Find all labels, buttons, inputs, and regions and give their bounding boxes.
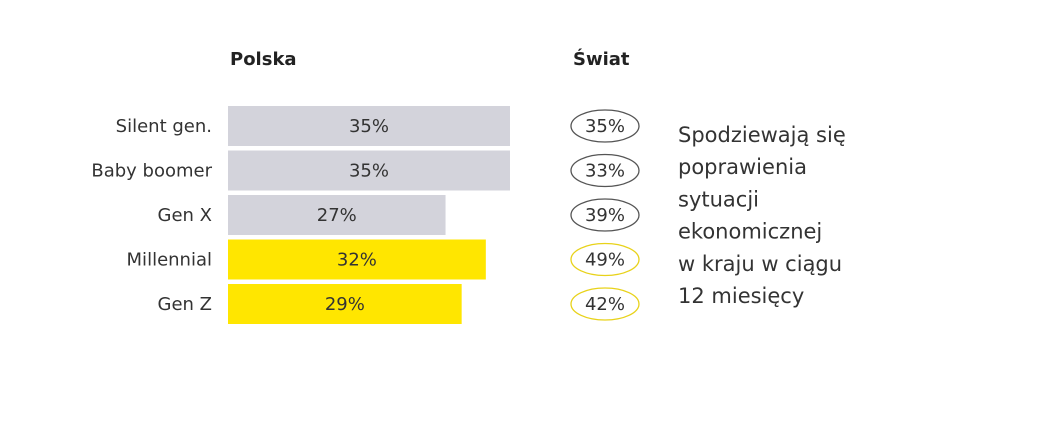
value-label: 27% (317, 205, 357, 226)
annotation-line: sytuacji (678, 187, 759, 211)
annotation-line: poprawienia (678, 155, 807, 179)
category-label: Millennial (127, 250, 212, 271)
world-ellipse (570, 287, 640, 321)
annotation-line: w kraju w ciągu (678, 252, 842, 276)
bar (228, 106, 510, 146)
value-label: 35% (349, 116, 389, 137)
world-value: 33% (585, 161, 625, 182)
annotation-line: ekonomicznej (678, 220, 822, 244)
category-label: Gen Z (158, 294, 212, 315)
value-label: 32% (337, 250, 377, 271)
category-label: Baby boomer (91, 161, 212, 182)
world-ellipse (570, 198, 640, 232)
world-value: 35% (585, 116, 625, 137)
value-label: 29% (325, 294, 365, 315)
world-value: 42% (585, 294, 625, 315)
chart-title: Polska (230, 49, 297, 70)
annotation-line: 12 miesięcy (678, 284, 804, 308)
world-value: 39% (585, 205, 625, 226)
world-title: Świat (573, 48, 630, 70)
category-label: Silent gen. (116, 116, 212, 137)
world-ellipse (570, 109, 640, 143)
value-label: 35% (349, 161, 389, 182)
category-label: Gen X (158, 205, 212, 226)
bar (228, 284, 462, 324)
annotation-line: Spodziewają się (678, 123, 846, 147)
bar (228, 195, 446, 235)
bar (228, 239, 486, 280)
bar (228, 150, 510, 191)
world-ellipse (570, 242, 640, 277)
world-value: 49% (585, 250, 625, 271)
world-ellipse (570, 153, 640, 188)
